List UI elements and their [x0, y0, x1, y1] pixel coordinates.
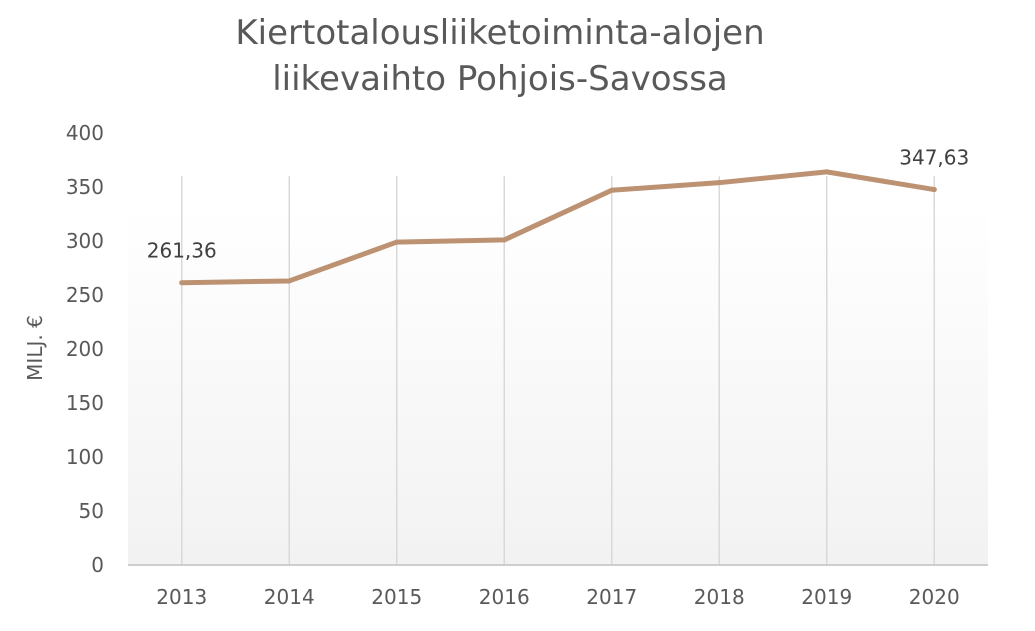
y-axis-label: MILJ. € — [23, 315, 47, 381]
chart-title-line-2: liikevaihto Pohjois-Savossa — [272, 59, 728, 99]
x-tick-label: 2018 — [694, 585, 745, 609]
y-tick-label: 100 — [66, 445, 104, 469]
x-tick-label: 2019 — [801, 585, 852, 609]
gridlines — [181, 176, 935, 565]
y-tick-label: 250 — [66, 283, 104, 307]
x-tick-label: 2016 — [479, 585, 530, 609]
data-point-2014 — [286, 278, 292, 284]
data-point-2013 — [179, 280, 185, 286]
x-tick-label: 2013 — [156, 585, 207, 609]
data-point-2018 — [716, 180, 722, 186]
y-tick-label: 400 — [66, 121, 104, 145]
data-point-2019 — [824, 169, 830, 175]
data-label-2013: 261,36 — [147, 239, 217, 263]
series-line-0 — [179, 169, 937, 286]
x-tick-label: 2020 — [909, 585, 960, 609]
y-tick-label: 0 — [91, 553, 104, 577]
data-point-2016 — [501, 237, 507, 243]
data-point-2017 — [609, 187, 615, 193]
y-tick-label: 350 — [66, 175, 104, 199]
y-tick-label: 200 — [66, 337, 104, 361]
chart-title-line-1: Kiertotalousliiketoiminta-alojen — [235, 13, 764, 53]
y-tick-label: 150 — [66, 391, 104, 415]
y-tick-label: 50 — [79, 499, 104, 523]
series-layer — [179, 169, 937, 286]
y-axis-ticks: 0 50 100 150 200 250 300 350 400 — [66, 121, 104, 577]
y-tick-label: 300 — [66, 229, 104, 253]
data-point-2015 — [394, 239, 400, 245]
x-tick-label: 2014 — [264, 585, 315, 609]
data-point-2020 — [931, 187, 937, 193]
x-tick-label: 2015 — [371, 585, 422, 609]
data-label-2020: 347,63 — [899, 146, 969, 170]
x-tick-label: 2017 — [586, 585, 637, 609]
x-axis-ticks: 2013 2014 2015 2016 2017 2018 2019 2020 — [156, 585, 959, 609]
plot-background — [128, 205, 988, 565]
data-labels: 261,36 347,63 — [147, 146, 969, 263]
